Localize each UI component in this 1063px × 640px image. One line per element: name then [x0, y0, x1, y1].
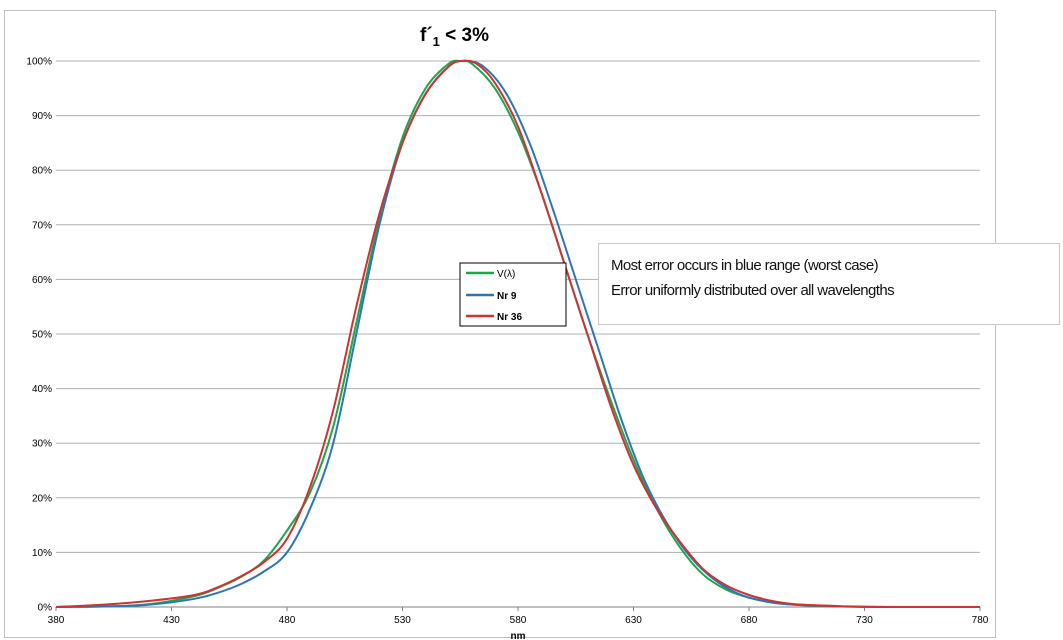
x-axis-label: nm	[511, 631, 526, 640]
x-axis-tick-labels: 380 430 480 530 580 630 680 730 780	[48, 615, 989, 626]
y-tick-label: 40%	[32, 384, 52, 395]
y-tick-label: 20%	[32, 493, 52, 504]
legend-label-v-lambda: V(λ)	[497, 269, 515, 280]
y-tick-label: 30%	[32, 439, 52, 450]
y-tick-label: 70%	[32, 220, 52, 231]
y-axis-tick-labels: 0% 10% 20% 30% 40% 50% 60% 70% 80% 90% 100%	[26, 57, 52, 614]
chart-title: f´1 < 3%	[420, 25, 489, 49]
y-tick-label: 90%	[32, 111, 52, 122]
annotation-line-2: Error uniformly distributed over all wav…	[611, 282, 895, 299]
y-tick-label: 60%	[32, 275, 52, 286]
legend-label-nr-9: Nr 9	[497, 291, 517, 302]
chart-title-main: f´	[420, 25, 433, 46]
series-lines	[55, 59, 981, 609]
annotation-line-1: Most error occurs in blue range (worst c…	[611, 257, 879, 274]
annotation-callout: Most error occurs in blue range (worst c…	[598, 243, 1060, 325]
chart-title-subscript: 1	[433, 34, 440, 49]
grid-lines	[55, 60, 981, 611]
legend: V(λ) Nr 9 Nr 36	[459, 262, 567, 327]
chart-title-rest: < 3%	[440, 25, 489, 46]
y-tick-label: 50%	[32, 330, 52, 341]
x-tick-label: 680	[741, 615, 758, 626]
x-tick-label: 780	[972, 615, 989, 626]
x-tick-label: 430	[163, 615, 180, 626]
x-tick-label: 380	[48, 615, 65, 626]
series-line-nr-36	[55, 59, 981, 609]
x-tick-label: 580	[510, 615, 527, 626]
y-tick-label: 80%	[32, 166, 52, 177]
legend-label-nr-36: Nr 36	[497, 312, 522, 323]
y-tick-label: 10%	[32, 548, 52, 559]
y-tick-label: 0%	[38, 603, 53, 614]
series-line-nr-9	[55, 60, 981, 609]
x-tick-label: 530	[394, 615, 411, 626]
y-tick-label: 100%	[26, 57, 52, 68]
x-tick-label: 630	[625, 615, 642, 626]
x-tick-label: 730	[856, 615, 873, 626]
x-tick-label: 480	[279, 615, 296, 626]
